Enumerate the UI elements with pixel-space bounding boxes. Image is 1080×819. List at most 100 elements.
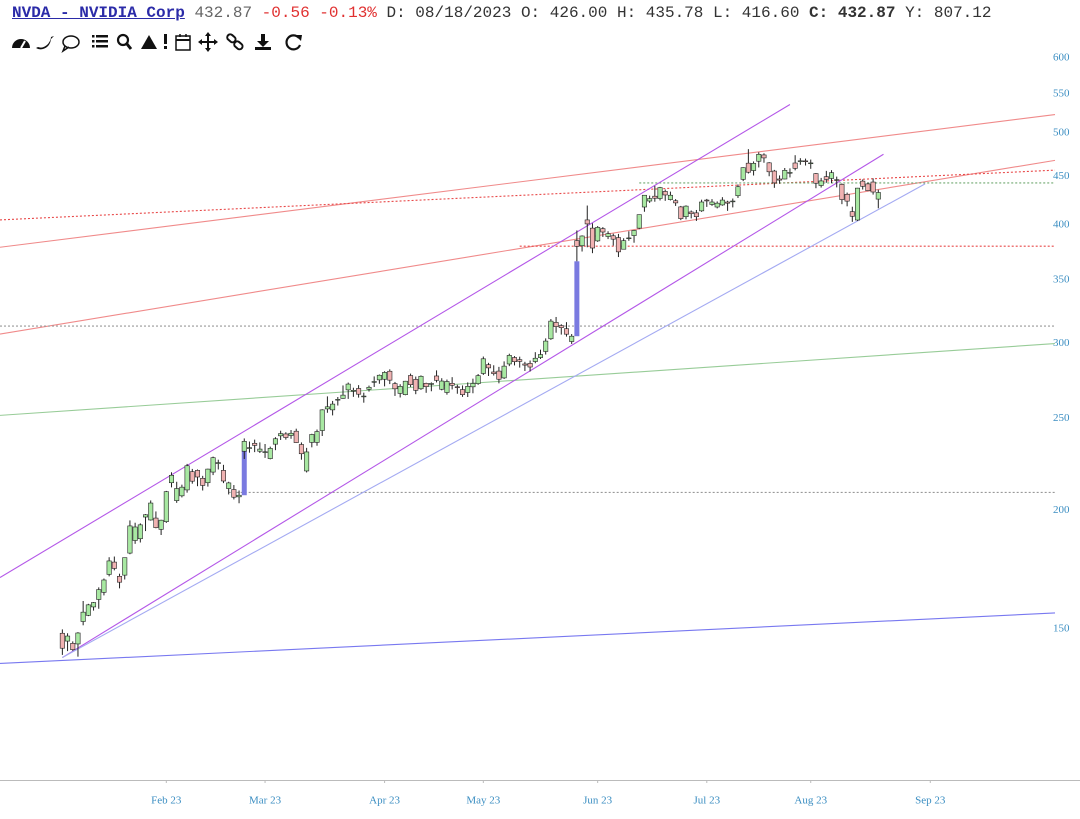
candle-body [725, 201, 731, 204]
calendar-icon[interactable] [175, 34, 191, 51]
candle-body [667, 194, 673, 200]
candle-body [548, 320, 554, 340]
symbol[interactable]: NVDA - NVIDIA Corp [12, 4, 185, 22]
candle-body [314, 431, 320, 443]
candle-body [106, 560, 112, 575]
candle-body [413, 379, 419, 391]
candle-body [647, 198, 653, 202]
candle-body [501, 365, 507, 379]
year-high: Y: 807.12 [905, 4, 992, 22]
candle-body [174, 488, 180, 501]
candle-body [153, 517, 159, 528]
trend-line [62, 183, 926, 659]
candle-body [657, 187, 663, 199]
candle-body [231, 489, 237, 498]
candle-body [59, 632, 65, 649]
candle-body [683, 205, 689, 217]
candle-body [111, 561, 117, 569]
search-icon[interactable] [116, 33, 133, 50]
candle-body [527, 363, 533, 368]
candle-body [252, 442, 258, 446]
comment-icon[interactable] [61, 35, 80, 53]
y-tick-label: 150 [1053, 623, 1070, 635]
candle-body [553, 322, 559, 327]
candle-body [756, 154, 762, 162]
candle-body [875, 192, 881, 200]
quote-header: NVDA - NVIDIA Corp 432.87 -0.56 -0.13% D… [12, 4, 991, 22]
candle-body [813, 173, 819, 184]
candle-body [589, 227, 595, 249]
dashboard-icon[interactable] [12, 39, 30, 49]
candle-body [340, 394, 346, 399]
candle-body [610, 235, 616, 240]
link-icon[interactable] [226, 33, 244, 51]
close: 432.87 [837, 4, 896, 22]
low: L: 416.60 [713, 4, 800, 22]
candle-body [860, 180, 866, 187]
trend-line [0, 159, 1056, 335]
x-tick-label: May 23 [466, 795, 500, 807]
candle-body [158, 519, 164, 530]
candle-body [226, 482, 232, 489]
candle-body [444, 381, 450, 393]
candle-body [454, 386, 460, 388]
trend-line [0, 169, 1056, 221]
candle-body [80, 611, 86, 622]
candle-body [709, 201, 715, 205]
x-tick-label: Jul 23 [694, 795, 721, 807]
x-tick-label: Aug 23 [794, 795, 827, 807]
candle-body [163, 491, 169, 522]
list-icon[interactable] [92, 35, 108, 48]
candle-body [569, 335, 575, 342]
candle-body [460, 389, 466, 395]
candle-body [309, 434, 315, 443]
candle-body [376, 374, 382, 381]
candle-body [220, 470, 226, 482]
candle-body [382, 372, 388, 380]
date: D: 08/18/2023 [386, 4, 512, 22]
y-tick-label: 600 [1053, 52, 1070, 64]
download-icon[interactable] [255, 34, 271, 50]
candle-body [808, 162, 814, 165]
candle-body [652, 195, 658, 199]
toolbar [12, 32, 302, 53]
candle-body [641, 194, 647, 208]
candle-body [829, 172, 835, 179]
candle-body [475, 375, 481, 384]
candle-body [293, 430, 299, 443]
candle-body [122, 557, 128, 576]
candle-body [574, 240, 580, 247]
candle-body [714, 202, 720, 208]
candle-body [366, 386, 372, 390]
candle-body [818, 180, 824, 186]
gap-marker [241, 451, 247, 496]
candle-body [730, 200, 736, 203]
candle-body [169, 474, 175, 484]
candle-body [543, 340, 549, 352]
candle-body [215, 462, 221, 464]
candle-body [205, 468, 211, 484]
trend-line [0, 103, 791, 579]
x-tick-label: Mar 23 [249, 795, 282, 807]
candle-body [408, 375, 414, 385]
candle-body [96, 589, 102, 600]
candle-body [324, 406, 330, 410]
alert-icon[interactable] [164, 34, 167, 49]
candle-body [65, 635, 71, 642]
twitter-icon[interactable] [36, 36, 54, 50]
candle-body [272, 438, 278, 445]
candle-body [491, 371, 497, 374]
triangle-icon[interactable] [141, 35, 157, 49]
high: H: 435.78 [616, 4, 704, 22]
candle-body [148, 502, 154, 521]
move-icon[interactable] [198, 32, 218, 52]
y-tick-label: 400 [1053, 219, 1070, 231]
candle-body [782, 170, 788, 180]
candle-body [70, 643, 76, 650]
candle-body [361, 395, 367, 398]
candle-body [345, 383, 351, 391]
candle-body [761, 154, 767, 159]
refresh-icon[interactable] [285, 34, 302, 51]
candle-body [615, 237, 621, 253]
